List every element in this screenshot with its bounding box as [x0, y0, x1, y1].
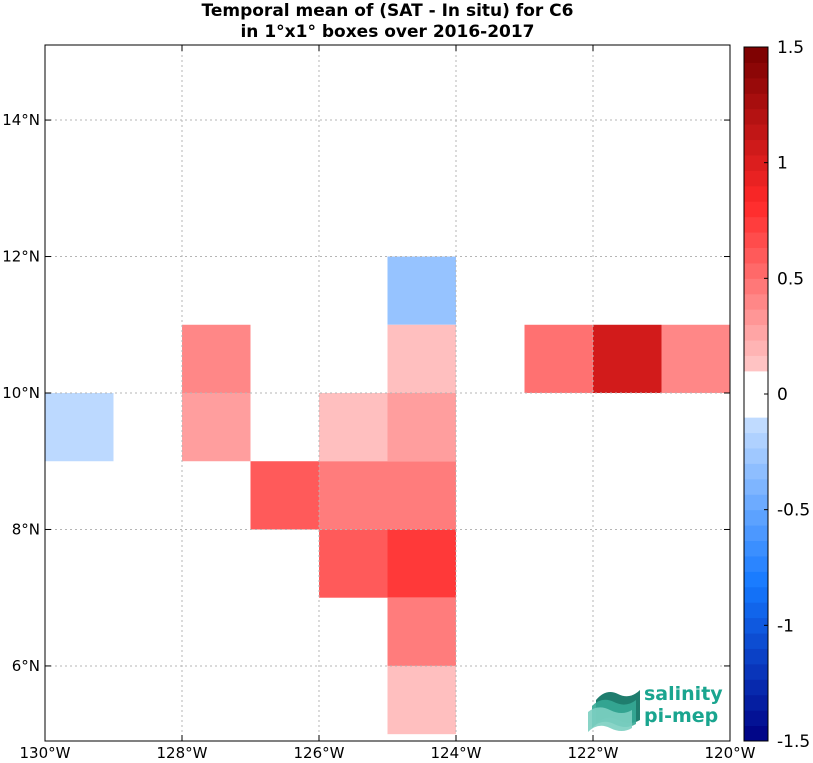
- x-tick-label: 124°W: [431, 744, 482, 762]
- y-tick-label: 6°N: [12, 657, 40, 675]
- colorbar-segment: [744, 447, 768, 464]
- colorbar-segment: [744, 93, 768, 110]
- colorbar-tick-label: -1: [777, 616, 794, 636]
- data-cell: [319, 393, 388, 462]
- colorbar-segment: [744, 679, 768, 696]
- colorbar-segment: [744, 77, 768, 94]
- colorbar-segment: [744, 494, 768, 511]
- y-tick-label: 10°N: [2, 384, 40, 402]
- colorbar-segment: [744, 124, 768, 141]
- colorbar-tick-label: 0.5: [777, 269, 804, 289]
- colorbar-segment: [744, 139, 768, 156]
- colorbar-segment: [744, 633, 768, 649]
- colorbar-segment: [744, 278, 768, 295]
- x-tick-label: 120°W: [705, 744, 756, 762]
- colorbar-segment: [744, 62, 768, 79]
- colorbar-tick-label: -1.5: [777, 732, 810, 752]
- colorbar-segment: [744, 170, 768, 187]
- colorbar-tick-label: 0: [777, 385, 788, 405]
- x-tick-label: 128°W: [157, 744, 208, 762]
- colorbar-tick-label: 1.5: [777, 38, 804, 58]
- data-cell: [387, 393, 456, 462]
- colorbar-segment: [744, 571, 768, 588]
- colorbar-segment: [744, 525, 768, 542]
- data-cell: [661, 324, 730, 393]
- colorbar-segment: [744, 586, 768, 603]
- colorbar-segment: [744, 293, 768, 310]
- colorbar-segment: [744, 710, 768, 727]
- data-cells: [45, 256, 730, 735]
- colorbar-segment: [744, 725, 768, 742]
- colorbar-segment: [744, 185, 768, 202]
- colorbar-segment: [744, 509, 768, 526]
- colorbar: 1.5 1 0.5 0 -0.5 -1 -1.5: [743, 38, 810, 752]
- data-cell: [387, 324, 456, 393]
- salinity-pi-mep-logo: salinity pi-mep: [588, 683, 723, 732]
- gridlines: [44, 45, 731, 741]
- colorbar-segment: [744, 540, 768, 557]
- colorbar-segment: [744, 47, 768, 63]
- colorbar-segment: [744, 340, 768, 356]
- colorbar-segment: [744, 386, 768, 403]
- axis-ticks: 130°W 128°W 126°W 124°W 122°W 120°W 6°N 8°N 10°N…: [2, 45, 756, 762]
- data-cell: [182, 324, 251, 393]
- colorbar-segment: [744, 355, 768, 372]
- chart-title-line2: in 1°x1° boxes over 2016-2017: [240, 22, 535, 42]
- colorbar-segment: [744, 478, 768, 495]
- data-cell: [593, 324, 662, 393]
- logo-line1: salinity: [644, 683, 723, 705]
- colorbar-segment: [744, 309, 768, 326]
- data-cell: [387, 597, 456, 666]
- colorbar-segment: [744, 370, 768, 387]
- colorbar-segment: [744, 663, 768, 680]
- data-cell: [182, 393, 251, 462]
- y-tick-label: 12°N: [2, 248, 40, 266]
- colorbar-segment: [744, 417, 768, 434]
- y-tick-label: 14°N: [2, 111, 40, 129]
- x-tick-label: 122°W: [568, 744, 619, 762]
- colorbar-segment: [744, 216, 768, 233]
- data-cell: [250, 461, 319, 530]
- y-tick-label: 8°N: [12, 520, 40, 538]
- chart-title-line1: Temporal mean of (SAT - In situ) for C6: [201, 1, 574, 21]
- colorbar-segment: [744, 108, 768, 125]
- data-cell: [319, 529, 388, 598]
- data-cell: [387, 461, 456, 530]
- data-cell: [387, 256, 456, 325]
- logo-line2: pi-mep: [644, 705, 718, 727]
- colorbar-segment: [744, 555, 768, 572]
- colorbar-segment: [744, 232, 768, 248]
- colorbar-segment: [744, 247, 768, 264]
- colorbar-tick-label: -0.5: [777, 501, 810, 521]
- colorbar-tick-label: 1: [777, 154, 788, 174]
- colorbar-segment: [744, 432, 768, 449]
- data-cell: [387, 665, 456, 735]
- colorbar-segment: [744, 201, 768, 218]
- colorbar-segment: [744, 648, 768, 665]
- x-tick-label: 130°W: [20, 744, 71, 762]
- data-cell: [319, 461, 388, 530]
- colorbar-segment: [744, 694, 768, 711]
- logo-waves-icon: [588, 690, 640, 732]
- colorbar-segment: [744, 401, 768, 418]
- data-cell: [45, 393, 114, 462]
- data-cell: [387, 529, 456, 598]
- colorbar-segment: [744, 617, 768, 634]
- colorbar-segment: [744, 262, 768, 279]
- x-tick-label: 126°W: [294, 744, 345, 762]
- data-cell: [524, 324, 593, 393]
- colorbar-segment: [744, 324, 768, 341]
- colorbar-segment: [744, 154, 768, 171]
- colorbar-segment: [744, 463, 768, 480]
- colorbar-segment: [744, 602, 768, 619]
